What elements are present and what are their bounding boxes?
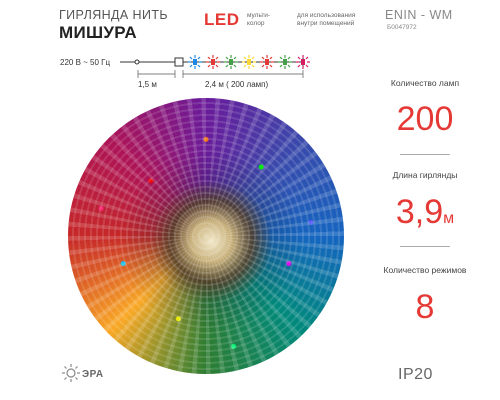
led-color-note: мульти-колор (247, 12, 271, 27)
spec-divider (400, 246, 450, 247)
length-unit: м (443, 210, 455, 227)
lamps-count-label: Количество ламп (390, 78, 460, 88)
bulb-icon (224, 55, 238, 69)
product-title-line2: МИШУРА (59, 23, 137, 42)
wire-diagram (120, 55, 310, 78)
voltage-label: 220 В ~ 50 Гц (60, 58, 111, 67)
garland-length-label: Длина гирлянды (392, 170, 458, 180)
bulb-icon (278, 55, 292, 69)
bulb-icon (206, 55, 220, 69)
ip-rating: IP20 (398, 366, 433, 383)
modes-count-label: Количество режимов (383, 265, 467, 275)
connector-icon (174, 57, 184, 67)
spec-divider (400, 154, 450, 155)
model-code: ENIN - WM (385, 8, 453, 22)
bulb-icon (260, 55, 274, 69)
bulbs-group (188, 55, 310, 69)
led-label: LED (204, 10, 240, 29)
brand-name: ЭРА (82, 369, 104, 380)
plug-icon (120, 59, 140, 65)
usage-note: для использования внутри помещений (297, 12, 356, 27)
sun-logo-icon (62, 364, 80, 382)
product-title-line1: ГИРЛЯНДА НИТЬ (59, 8, 168, 22)
cord-length-label: 1,5 м (138, 80, 157, 89)
bulb-icon (296, 55, 310, 69)
bulb-icon (242, 55, 256, 69)
article-number: Б0047972 (387, 24, 417, 31)
garland-photo (68, 98, 344, 374)
lamps-count-value: 200 (396, 100, 454, 138)
bulb-icon (188, 55, 202, 69)
modes-count-value: 8 (415, 288, 435, 326)
garland-length-value: 3,9м (380, 193, 470, 232)
length-number: 3,9 (395, 193, 444, 231)
lamp-section-label: 2,4 м ( 200 ламп) (205, 80, 269, 89)
